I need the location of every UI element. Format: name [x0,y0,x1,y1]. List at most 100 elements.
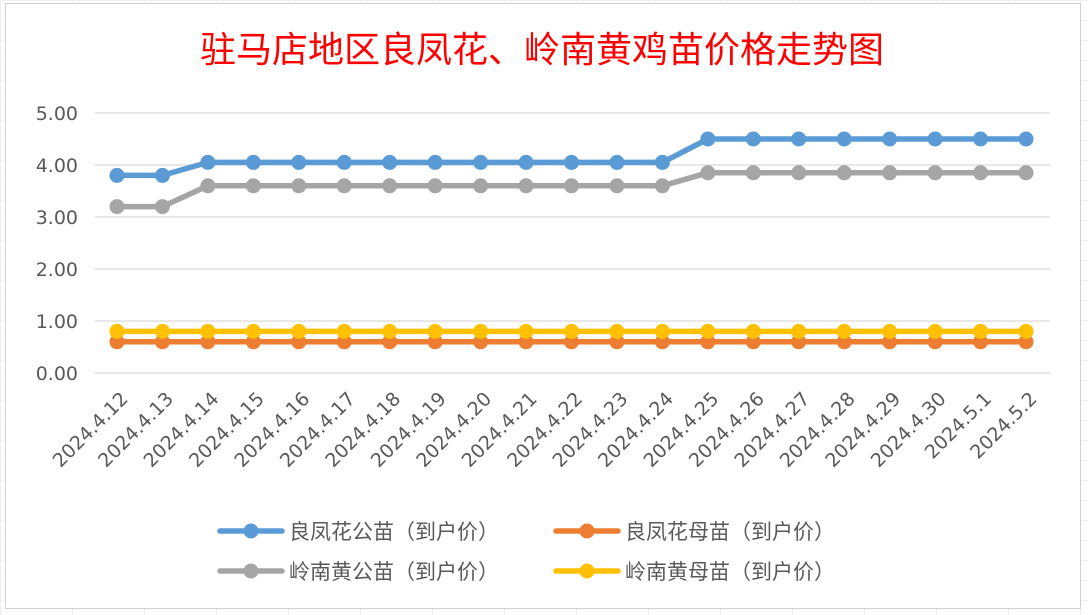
data-point [427,178,443,194]
legend-marker [579,523,595,539]
data-point [109,323,125,339]
chart-title: 驻马店地区良凤花、岭南黄鸡苗价格走势图 [200,30,884,71]
data-point [791,334,807,350]
data-point [245,323,261,339]
data-point [654,323,670,339]
series-group [109,131,1034,350]
data-point [882,334,898,350]
data-point [1018,323,1034,339]
data-point [336,178,352,194]
data-point [154,167,170,183]
data-point [564,334,579,350]
data-point [654,154,670,170]
data-point [564,154,579,170]
data-point [200,323,216,339]
x-axis: 2024.4.122024.4.132024.4.142024.4.152024… [49,388,1042,472]
data-point [291,154,307,170]
data-point [836,323,852,339]
data-point [109,167,125,183]
series-2 [109,334,1034,350]
legend-marker [243,563,259,579]
data-point [427,334,443,350]
data-point [518,178,534,194]
data-point [291,323,307,339]
data-point [245,154,261,170]
data-point [336,334,352,350]
data-point [973,165,989,181]
y-tick-label: 3.00 [36,207,78,229]
data-point [1018,165,1034,181]
data-point [791,131,807,147]
data-point [427,323,443,339]
data-point [882,131,898,147]
data-point [245,334,261,350]
data-point [654,334,670,350]
legend-entry: 岭南黄母苗（到户价） [553,560,835,584]
data-point [927,334,943,350]
chart-area[interactable] [5,3,1081,609]
legend-marker [579,563,595,579]
data-point [927,165,943,181]
legend-label: 岭南黄公苗（到户价） [289,560,499,584]
data-point [382,323,398,339]
data-point [382,154,398,170]
data-point [1018,131,1034,147]
y-tick-label: 1.00 [36,311,78,333]
data-point [745,334,761,350]
data-point [427,154,443,170]
data-point [609,154,625,170]
data-point [745,165,761,181]
data-point [154,199,170,215]
data-point [336,154,352,170]
data-point [473,334,489,350]
legend-entry: 良凤花公苗（到户价） [217,520,499,544]
data-point [154,334,170,350]
data-point [973,334,989,350]
data-point [609,178,625,194]
data-point [882,165,898,181]
data-point [927,131,943,147]
data-point [200,178,216,194]
legend-label: 良凤花母苗（到户价） [625,520,835,544]
y-tick-label: 5.00 [36,103,78,125]
data-point [791,323,807,339]
data-point [973,131,989,147]
data-point [791,165,807,181]
data-point [609,323,625,339]
data-point [700,323,716,339]
legend-marker [243,523,259,539]
data-point [836,165,852,181]
data-point [291,178,307,194]
data-point [291,334,307,350]
data-point [154,323,170,339]
data-point [1018,334,1034,350]
data-point [836,131,852,147]
series-1 [109,131,1034,183]
data-point [518,323,534,339]
data-point [200,154,216,170]
data-point [109,199,125,215]
data-point [109,334,125,350]
data-point [882,323,898,339]
data-point [336,323,352,339]
data-point [745,131,761,147]
data-point [927,323,943,339]
legend-entry: 良凤花母苗（到户价） [553,520,835,544]
series-3 [109,165,1034,215]
y-tick-label: 4.00 [36,155,78,177]
data-point [518,154,534,170]
data-point [745,323,761,339]
series-4 [109,323,1034,339]
legend: 良凤花公苗（到户价） 良凤花母苗（到户价） 岭南黄公苗（到户价） 岭南黄母苗（到户价） [217,520,835,584]
data-point [200,334,216,350]
legend-entry: 岭南黄公苗（到户价） [217,560,499,584]
data-point [382,334,398,350]
data-point [564,178,579,194]
data-point [700,165,716,181]
data-point [245,178,261,194]
data-point [473,178,489,194]
data-point [836,334,852,350]
data-point [473,154,489,170]
data-point [973,323,989,339]
